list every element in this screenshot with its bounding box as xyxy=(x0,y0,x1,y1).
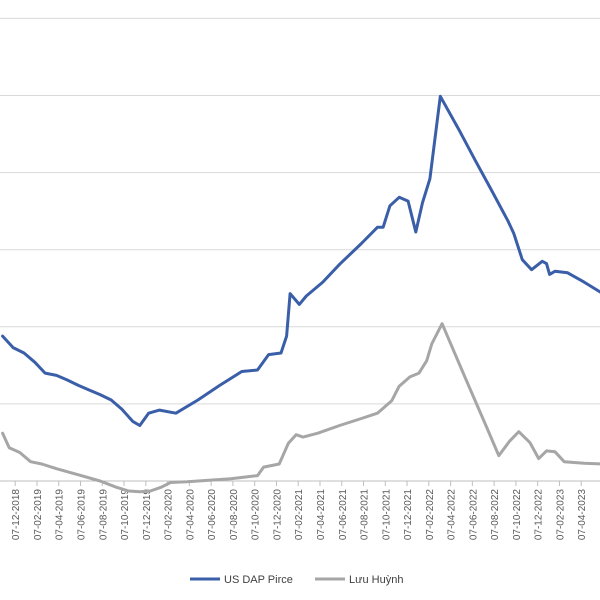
legend-label-luu-huynh: Lưu Huỳnh xyxy=(349,574,403,586)
x-tick-label: 07-08-2021 xyxy=(360,489,371,541)
x-tick-label: 07-08-2020 xyxy=(229,489,240,541)
x-tick-label: 07-06-2023 xyxy=(599,489,600,541)
x-tick-label: 07-08-2019 xyxy=(98,489,109,541)
x-tick-label: 07-06-2019 xyxy=(77,489,88,541)
legend: US DAP Pirce Lưu Huỳnh xyxy=(190,574,403,586)
legend-item-us-dap: US DAP Pirce xyxy=(190,574,293,586)
x-tick-label: 07-06-2020 xyxy=(207,489,218,541)
x-tick-label: 07-02-2021 xyxy=(294,489,305,541)
series-lines xyxy=(1,94,600,494)
x-tick-label: 07-12-2018 xyxy=(11,489,22,541)
x-tick-label: 07-10-2019 xyxy=(120,489,131,541)
gridlines xyxy=(0,17,600,482)
x-tick-label: 07-10-2022 xyxy=(512,489,523,541)
x-tick-label: 07-02-2023 xyxy=(555,489,566,541)
x-tick-label: 07-12-2021 xyxy=(403,489,414,541)
x-tick-label: 07-04-2021 xyxy=(316,489,327,541)
x-tick-label: 07-06-2021 xyxy=(338,489,349,541)
series-us-dap-line xyxy=(1,94,600,427)
legend-item-luu-huynh: Lưu Huỳnh xyxy=(315,574,403,586)
x-tick-label: 07-10-2021 xyxy=(381,489,392,541)
x-tick-label: 07-04-2019 xyxy=(55,489,66,541)
x-axis-tick-labels: 07-12-2018 07-02-2019 07-04-2019 07-06-2019… xyxy=(11,481,600,540)
legend-label-us-dap: US DAP Pirce xyxy=(224,574,293,586)
x-tick-label: 07-12-2020 xyxy=(272,489,283,541)
x-tick-label: 07-10-2020 xyxy=(251,489,262,541)
x-tick-label: 07-04-2023 xyxy=(577,489,588,541)
x-tick-label: 07-02-2019 xyxy=(33,489,44,541)
x-tick-label: 07-04-2022 xyxy=(447,489,458,541)
series-luu-huynh-line xyxy=(1,322,600,494)
x-tick-label: 07-02-2020 xyxy=(164,489,175,541)
x-tick-label: 07-04-2020 xyxy=(185,489,196,541)
x-tick-label: 07-08-2022 xyxy=(490,489,501,541)
x-tick-label: 07-12-2019 xyxy=(142,489,153,541)
x-tick-label: 07-12-2022 xyxy=(534,489,545,541)
x-tick-label: 07-06-2022 xyxy=(468,489,479,541)
x-tick-label: 07-02-2022 xyxy=(425,489,436,541)
